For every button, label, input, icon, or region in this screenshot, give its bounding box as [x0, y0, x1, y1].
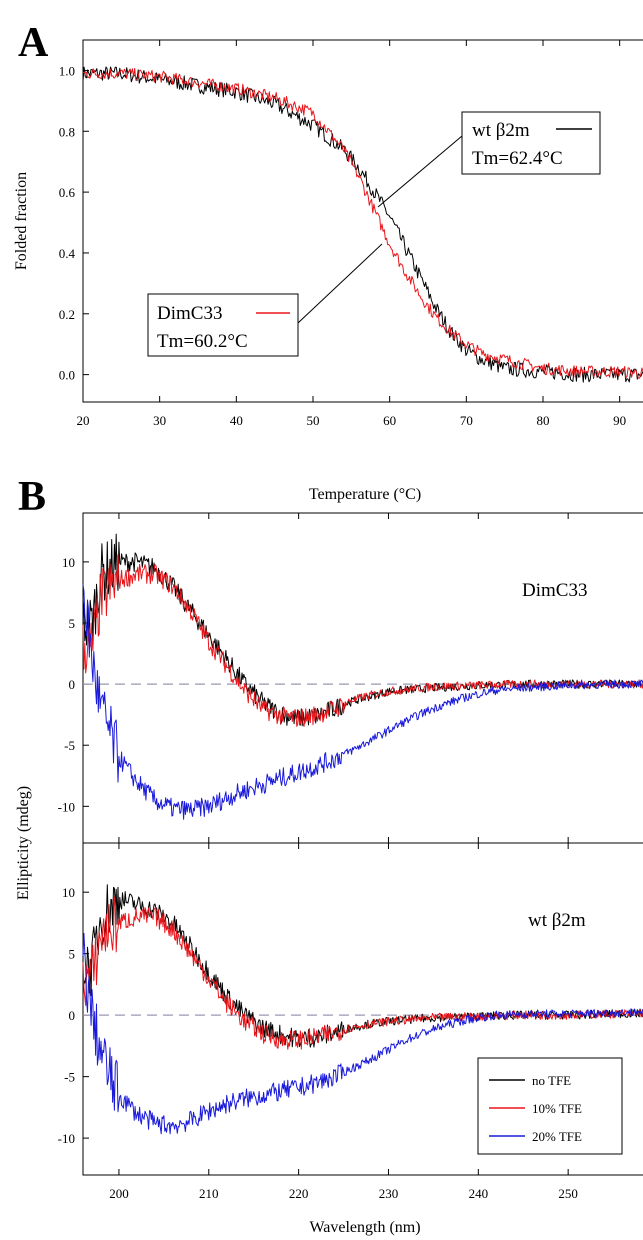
annotation-dimc33-name: DimC33 [157, 303, 222, 324]
annotation-wt-pointer [377, 135, 463, 208]
annotation-wt-name: wt β2m [472, 120, 530, 141]
annotation-dimc33-tm: Tm=60.2°C [157, 331, 248, 352]
x-tick-label: 210 [199, 1186, 219, 1201]
annotation-wt-box [461, 111, 601, 175]
y-tick-label: 0 [69, 1008, 76, 1023]
panel-b-bottom-frame [82, 842, 643, 1176]
annotation-dimc33-box [147, 293, 299, 357]
y-tick-label: 0 [69, 677, 76, 692]
y-tick-label: 10 [62, 555, 75, 570]
panel-b-top-frame [82, 512, 643, 844]
series-line-top-no-tfe [82, 533, 643, 727]
x-tick-label: 20 [77, 413, 90, 428]
series-line-dimc33 [82, 68, 643, 379]
y-tick-label: 10 [62, 885, 75, 900]
panel-b-top-label: DimC33 [522, 580, 587, 601]
panel-b-letter: B [18, 474, 46, 520]
panel-b-plot-area [82, 533, 643, 1135]
y-tick-label: 0.4 [59, 246, 76, 261]
x-tick-label: 230 [379, 1186, 399, 1201]
panel-b-axes: -10 -5 0 5 10 -10 -5 0 5 10 200 210 220 230 240 250 [58, 513, 578, 1201]
panel-a-x-axis-title: Temperature (°C) [309, 486, 421, 503]
x-tick-label: 30 [153, 413, 166, 428]
annotation-dimc33-pointer [297, 243, 383, 324]
legend-label-20-tfe: 20% TFE [532, 1129, 582, 1144]
panel-a-axes: 20 30 40 50 60 70 80 90 0.0 0.2 0.4 0.6 0.8 1.0 [59, 40, 626, 428]
panel-b-legend: no TFE 10% TFE 20% TFE [477, 1057, 623, 1155]
y-tick-label: 5 [69, 616, 76, 631]
y-tick-label: 5 [69, 947, 76, 962]
y-tick-label: 0.8 [59, 124, 75, 139]
panel-a-annotation-dimc33: DimC33 Tm=60.2°C [147, 243, 383, 357]
panel-a-letter: A [18, 20, 49, 66]
panel-b-y-axis-title: Ellipticity (mdeg) [15, 786, 32, 900]
panel-b-bottom-label: wt β2m [528, 910, 586, 931]
x-tick-label: 240 [469, 1186, 489, 1201]
y-tick-label: -10 [58, 1131, 75, 1146]
x-tick-label: 220 [289, 1186, 309, 1201]
panel-a-frame [82, 39, 643, 403]
y-tick-label: 1.0 [59, 63, 75, 78]
x-tick-label: 50 [307, 413, 320, 428]
panel-b-x-axis-title: Wavelength (nm) [309, 1219, 420, 1236]
y-tick-label: -10 [58, 799, 75, 814]
annotation-wt-tm: Tm=62.4°C [472, 148, 563, 169]
x-tick-label: 70 [460, 413, 473, 428]
panel-a-y-axis-title: Folded fraction [13, 172, 30, 270]
y-tick-label: -5 [64, 1070, 75, 1085]
x-tick-label: 80 [537, 413, 550, 428]
series-line-bottom-20-tfe [82, 932, 643, 1135]
panel-a-annotation-wt: wt β2m Tm=62.4°C [377, 111, 601, 208]
y-tick-label: 0.0 [59, 368, 75, 383]
legend-label-no-tfe: no TFE [532, 1073, 571, 1088]
x-tick-label: 60 [383, 413, 396, 428]
y-tick-label: 0.6 [59, 185, 76, 200]
panel-a-plot-area [82, 66, 643, 383]
x-tick-label: 90 [613, 413, 626, 428]
x-tick-label: 40 [230, 413, 243, 428]
x-tick-label: 200 [109, 1186, 129, 1201]
x-tick-label: 250 [558, 1186, 578, 1201]
series-line-wt-b2m [82, 66, 643, 383]
legend-label-10-tfe: 10% TFE [532, 1101, 582, 1116]
legend-box [477, 1057, 623, 1155]
y-tick-label: 0.2 [59, 307, 75, 322]
series-line-top-20-tfe [82, 584, 643, 820]
y-tick-label: -5 [64, 738, 75, 753]
